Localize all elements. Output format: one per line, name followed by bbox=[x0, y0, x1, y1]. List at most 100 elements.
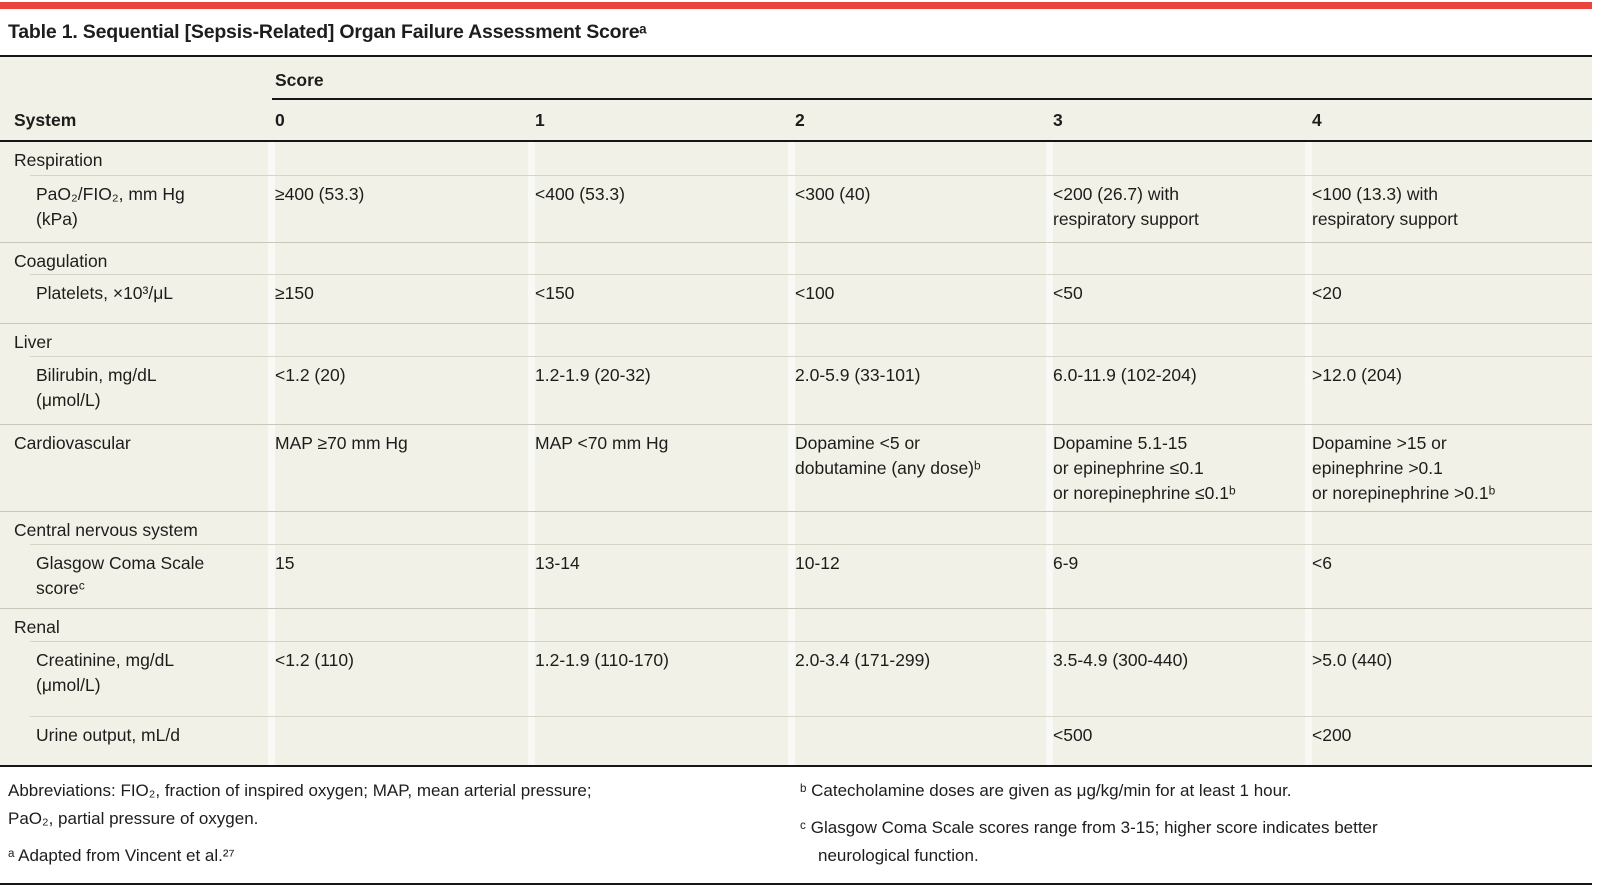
row-divider bbox=[30, 175, 1592, 176]
data-row-pao2-fio2: PaO₂/FIO₂, mm Hg (kPa) ≥400 (53.3) <400 … bbox=[0, 176, 1592, 242]
row-divider bbox=[30, 716, 1592, 717]
score-col-3: 3 bbox=[1053, 110, 1063, 130]
score-cell bbox=[1305, 243, 1592, 274]
section-row-central-nervous-system: Central nervous system bbox=[0, 512, 1592, 544]
data-row-bilirubin: Bilirubin, mg/dL (μmol/L) <1.2 (20) 1.2-… bbox=[0, 357, 1592, 424]
score-cell bbox=[268, 512, 528, 544]
score-cell: 3.5-4.9 (300-440) bbox=[1053, 650, 1189, 670]
score-cell bbox=[1046, 512, 1305, 544]
row-label: Platelets, ×10³/μL bbox=[36, 283, 174, 303]
score-cell bbox=[528, 609, 788, 641]
score-group-header: Score bbox=[272, 57, 1592, 100]
score-cell bbox=[268, 609, 528, 641]
score-cell bbox=[528, 324, 788, 356]
table-title: Table 1. Sequential [Sepsis-Related] Org… bbox=[8, 21, 647, 43]
section-row-cardiovascular: Cardiovascular MAP ≥70 mm Hg MAP <70 mm … bbox=[0, 425, 1592, 511]
section-row-coagulation: Coagulation bbox=[0, 243, 1592, 274]
score-col-1: 1 bbox=[535, 110, 545, 130]
score-cell: <100 (13.3) with respiratory support bbox=[1312, 184, 1458, 229]
score-cell bbox=[1046, 243, 1305, 274]
score-cell: 1.2-1.9 (20-32) bbox=[535, 365, 651, 385]
row-label: Cardiovascular bbox=[14, 433, 131, 453]
score-cell: 6-9 bbox=[1053, 553, 1079, 573]
score-cell: 1.2-1.9 (110-170) bbox=[535, 650, 669, 670]
score-cell: Dopamine <5 or dobutamine (any dose)ᵇ bbox=[795, 433, 981, 478]
section-divider bbox=[0, 424, 1592, 425]
score-cell: 15 bbox=[275, 553, 295, 573]
score-cell: <150 bbox=[535, 283, 575, 303]
score-cell: >12.0 (204) bbox=[1312, 365, 1402, 385]
score-col-2: 2 bbox=[795, 110, 805, 130]
footnote-column-right: ᵇ Catecholamine doses are given as μg/kg… bbox=[790, 777, 1560, 879]
data-row-glasgow-coma-scale: Glasgow Coma Scale scoreᶜ 15 13-14 10-12… bbox=[0, 545, 1592, 608]
score-cell: <200 (26.7) with respiratory support bbox=[1053, 184, 1199, 229]
score-cell: Dopamine 5.1-15 or epinephrine ≤0.1 or n… bbox=[1053, 433, 1236, 503]
section-row-renal: Renal bbox=[0, 609, 1592, 641]
score-cell bbox=[788, 243, 1046, 274]
score-cell: <400 (53.3) bbox=[535, 184, 625, 204]
footnote-c: ᶜ Glasgow Coma Scale scores range from 3… bbox=[800, 818, 1378, 865]
score-cell: MAP <70 mm Hg bbox=[535, 433, 669, 453]
section-row-respiration: Respiration bbox=[0, 142, 1592, 175]
row-label: Creatinine, mg/dL (μmol/L) bbox=[36, 650, 175, 695]
row-label: Central nervous system bbox=[14, 520, 198, 540]
score-cell bbox=[788, 142, 1046, 175]
score-spanner-row: Score bbox=[0, 57, 1592, 100]
score-cell bbox=[268, 243, 528, 274]
score-cell bbox=[528, 512, 788, 544]
score-cell: <6 bbox=[1312, 553, 1332, 573]
row-label: Liver bbox=[14, 332, 52, 352]
score-cell bbox=[788, 717, 1046, 765]
score-cell: ≥400 (53.3) bbox=[275, 184, 365, 204]
score-cell bbox=[268, 324, 528, 356]
score-cell: 2.0-3.4 (171-299) bbox=[795, 650, 931, 670]
score-cell: <1.2 (110) bbox=[275, 650, 354, 670]
score-cell: <50 bbox=[1053, 283, 1083, 303]
score-cell bbox=[788, 324, 1046, 356]
row-label: Renal bbox=[14, 617, 60, 637]
score-cell: MAP ≥70 mm Hg bbox=[275, 433, 408, 453]
score-cell bbox=[1046, 142, 1305, 175]
row-label: Bilirubin, mg/dL (μmol/L) bbox=[36, 365, 157, 410]
row-divider bbox=[30, 544, 1592, 545]
score-cell: <100 bbox=[795, 283, 835, 303]
section-divider bbox=[0, 511, 1592, 512]
footnote-b: ᵇ Catecholamine doses are given as μg/kg… bbox=[800, 781, 1292, 800]
score-cell bbox=[1046, 324, 1305, 356]
row-divider bbox=[30, 356, 1592, 357]
score-cell: <300 (40) bbox=[795, 184, 871, 204]
abbreviations-note: Abbreviations: FIO₂, fraction of inspire… bbox=[8, 781, 592, 828]
row-label: Respiration bbox=[14, 150, 103, 170]
section-divider bbox=[0, 242, 1592, 243]
column-header-row: System 0 1 2 3 4 bbox=[0, 100, 1592, 142]
row-divider bbox=[30, 641, 1592, 642]
score-cell bbox=[1305, 324, 1592, 356]
row-divider bbox=[30, 274, 1592, 275]
score-cell bbox=[528, 717, 788, 765]
score-cell: 13-14 bbox=[535, 553, 580, 573]
section-divider bbox=[0, 323, 1592, 324]
score-cell bbox=[268, 717, 528, 765]
score-cell bbox=[528, 243, 788, 274]
row-label: Urine output, mL/d bbox=[36, 725, 180, 745]
row-label: Glasgow Coma Scale scoreᶜ bbox=[36, 553, 205, 598]
score-cell: <200 bbox=[1312, 725, 1352, 745]
footnotes: Abbreviations: FIO₂, fraction of inspire… bbox=[0, 767, 1592, 879]
score-cell: ≥150 bbox=[275, 283, 314, 303]
footnote-a: ᵃ Adapted from Vincent et al.²⁷ bbox=[8, 846, 235, 865]
bottom-rule bbox=[0, 883, 1592, 885]
score-cell: >5.0 (440) bbox=[1312, 650, 1393, 670]
score-col-0: 0 bbox=[275, 110, 285, 130]
row-label: PaO₂/FIO₂, mm Hg (kPa) bbox=[36, 184, 185, 229]
data-row-creatinine: Creatinine, mg/dL (μmol/L) <1.2 (110) 1.… bbox=[0, 642, 1592, 716]
sofa-score-table: Score System 0 1 2 3 4 Respiration PaO₂/… bbox=[0, 55, 1592, 767]
score-cell: <20 bbox=[1312, 283, 1342, 303]
score-cell: 6.0-11.9 (102-204) bbox=[1053, 365, 1197, 385]
score-cell: Dopamine >15 or epinephrine >0.1 or nore… bbox=[1312, 433, 1496, 503]
score-cell bbox=[268, 142, 528, 175]
score-cell bbox=[1305, 142, 1592, 175]
score-cell bbox=[528, 142, 788, 175]
score-cell bbox=[1305, 609, 1592, 641]
row-label: Coagulation bbox=[14, 251, 108, 271]
